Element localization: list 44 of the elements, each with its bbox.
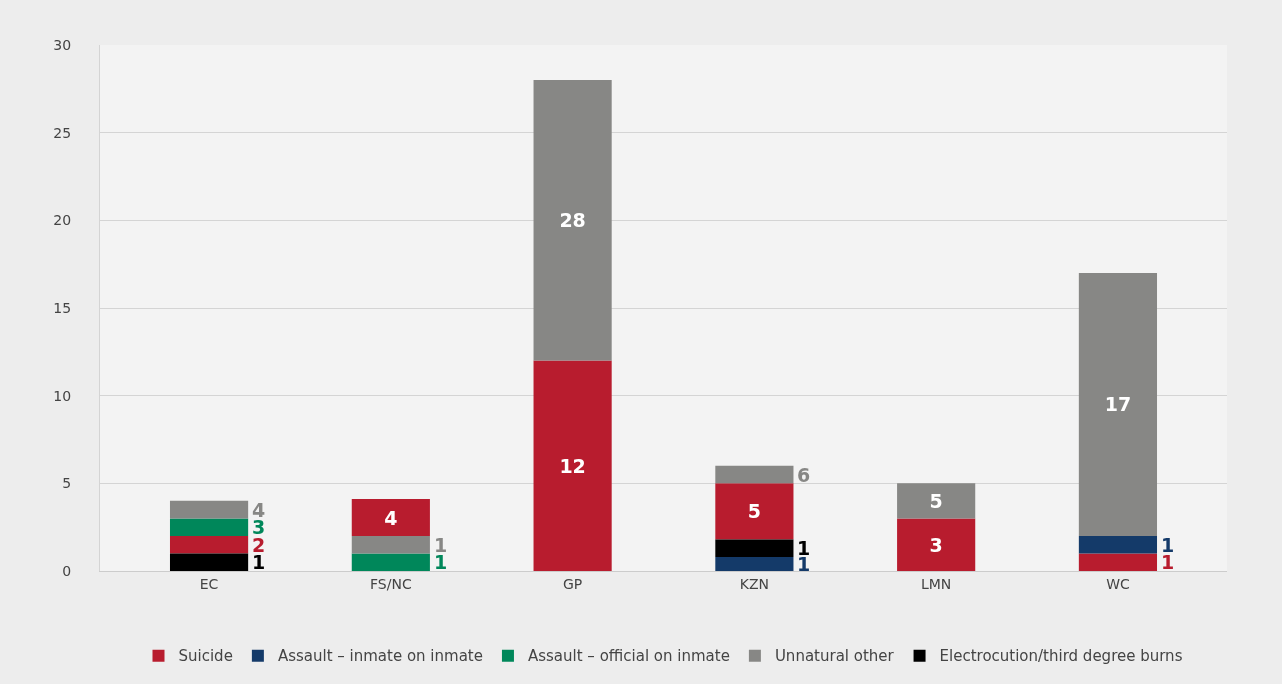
bar <box>351 553 430 571</box>
y-tick-label: 15 <box>53 299 72 316</box>
bar <box>169 500 249 519</box>
y-tick-label: 30 <box>53 36 72 53</box>
bar <box>169 518 249 536</box>
bar <box>351 499 430 536</box>
data-label: 6 <box>797 464 811 486</box>
y-tick-label: 20 <box>53 212 72 229</box>
data-label: 28 <box>559 209 586 232</box>
bar <box>1078 553 1158 571</box>
bar <box>1078 535 1158 554</box>
bar <box>715 483 794 540</box>
x-tick-label: KZN <box>739 575 770 592</box>
bar <box>715 539 794 557</box>
data-label: 3 <box>929 533 943 556</box>
y-tick-label: 5 <box>62 475 72 492</box>
bar <box>351 535 430 554</box>
bar <box>1078 272 1158 536</box>
legend-label: Suicide <box>178 647 233 666</box>
data-label: 17 <box>1104 393 1132 416</box>
data-label: 4 <box>384 506 398 529</box>
y-tick-label: 0 <box>62 562 72 579</box>
bar <box>169 553 249 571</box>
x-tick-label: FS/NC <box>370 575 412 592</box>
legend-label: Assault – inmate on inmate <box>277 647 483 666</box>
x-tick-label: WC <box>1106 575 1130 592</box>
x-tick-label: GP <box>562 575 583 592</box>
x-tick-label: LMN <box>920 575 952 592</box>
data-label: 5 <box>929 489 943 512</box>
bar <box>897 483 976 519</box>
bar <box>715 465 794 484</box>
data-label: 5 <box>747 500 762 523</box>
legend-label: Unnatural other <box>774 647 895 666</box>
legend-label: Assault – official on inmate <box>527 647 730 666</box>
data-label: 12 <box>559 454 586 477</box>
bar <box>897 518 976 571</box>
y-tick-label: 10 <box>53 387 72 404</box>
x-tick-label: EC <box>199 575 219 592</box>
bar <box>715 556 794 571</box>
legend-label: Electrocution/third degree burns <box>939 647 1183 666</box>
bar <box>169 535 249 554</box>
bar <box>533 80 612 361</box>
bar <box>533 360 612 571</box>
y-tick-label: 25 <box>53 124 72 141</box>
